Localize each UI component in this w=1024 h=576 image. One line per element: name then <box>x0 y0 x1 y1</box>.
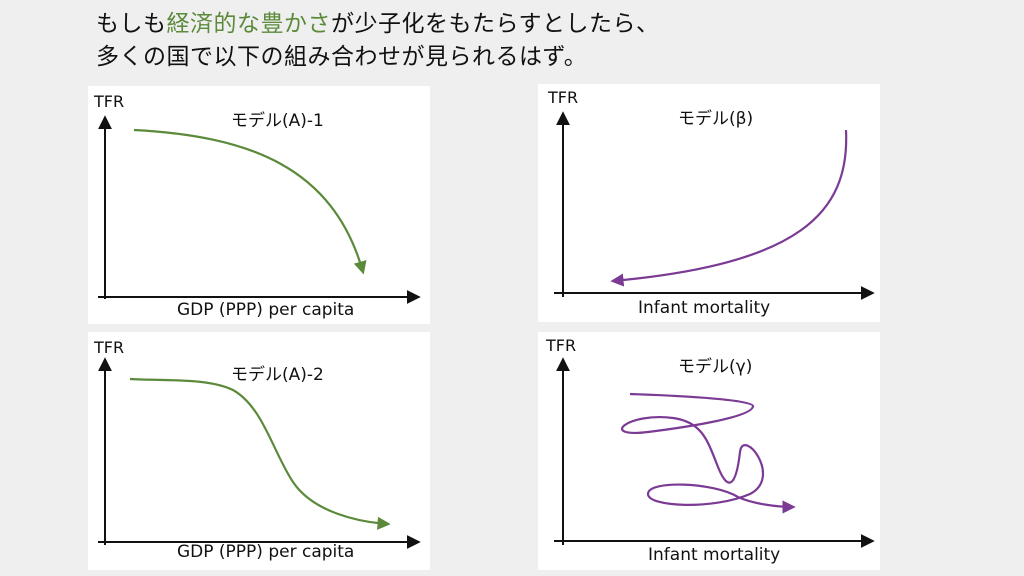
slide-heading: もしも経済的な豊かさが少子化をもたらすとしたら、 多くの国で以下の組み合わせが見… <box>96 8 956 74</box>
model-title: モデル(β) <box>678 109 754 129</box>
panel-model-a1: TFR モデル(A)-1 GDP (PPP) per capita <box>88 86 430 324</box>
x-axis-label: GDP (PPP) per capita <box>177 542 355 562</box>
model-a2-curve <box>129 377 391 530</box>
model-a1-diagram <box>98 115 421 304</box>
model-beta-diagram <box>554 111 875 300</box>
model-gamma-diagram <box>554 357 875 548</box>
model-title: モデル(γ) <box>678 357 753 377</box>
panel-model-gamma: TFR モデル(γ) Infant mortality <box>538 332 880 570</box>
heading-text: もしも <box>96 11 167 37</box>
panel-model-a2: TFR モデル(A)-2 GDP (PPP) per capita <box>88 332 430 570</box>
model-beta-curve <box>610 129 848 287</box>
panel-model-beta: TFR モデル(β) Infant mortality <box>538 84 880 322</box>
heading-text: が少子化をもたらすとしたら、 <box>331 11 660 37</box>
model-title: モデル(A)-2 <box>231 365 324 385</box>
heading-highlight: 経済的な豊かさ <box>166 11 331 37</box>
model-gamma-curve <box>621 392 796 514</box>
model-a1-curve <box>133 128 367 275</box>
model-title: モデル(A)-1 <box>231 111 324 131</box>
x-axis-label: Infant mortality <box>648 545 781 565</box>
y-axis-label: TFR <box>546 336 577 355</box>
model-a2-diagram <box>98 357 421 549</box>
y-axis-label: TFR <box>94 92 125 111</box>
y-axis-label: TFR <box>548 88 579 107</box>
x-axis-label: GDP (PPP) per capita <box>177 300 355 320</box>
x-axis-label: Infant mortality <box>638 298 771 318</box>
y-axis-label: TFR <box>94 338 125 357</box>
heading-line-1: もしも経済的な豊かさが少子化をもたらすとしたら、 <box>96 8 956 41</box>
heading-line-2: 多くの国で以下の組み合わせが見られるはず。 <box>96 44 588 70</box>
